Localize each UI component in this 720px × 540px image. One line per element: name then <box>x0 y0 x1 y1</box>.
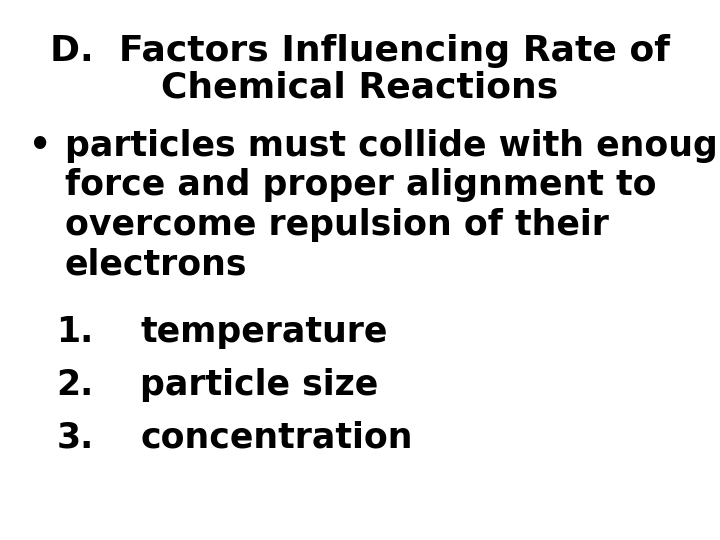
Text: force and proper alignment to: force and proper alignment to <box>65 168 657 202</box>
Text: particles must collide with enough: particles must collide with enough <box>65 129 720 163</box>
Text: Chemical Reactions: Chemical Reactions <box>161 71 559 104</box>
Text: 3.: 3. <box>56 421 94 455</box>
Text: 2.: 2. <box>56 368 94 402</box>
Text: temperature: temperature <box>140 315 388 349</box>
Text: D.  Factors Influencing Rate of: D. Factors Influencing Rate of <box>50 35 670 68</box>
Text: overcome repulsion of their: overcome repulsion of their <box>65 208 608 241</box>
Text: 1.: 1. <box>56 315 94 349</box>
Text: concentration: concentration <box>140 421 413 455</box>
Text: particle size: particle size <box>140 368 379 402</box>
Text: electrons: electrons <box>65 247 247 281</box>
Text: •: • <box>29 129 51 163</box>
